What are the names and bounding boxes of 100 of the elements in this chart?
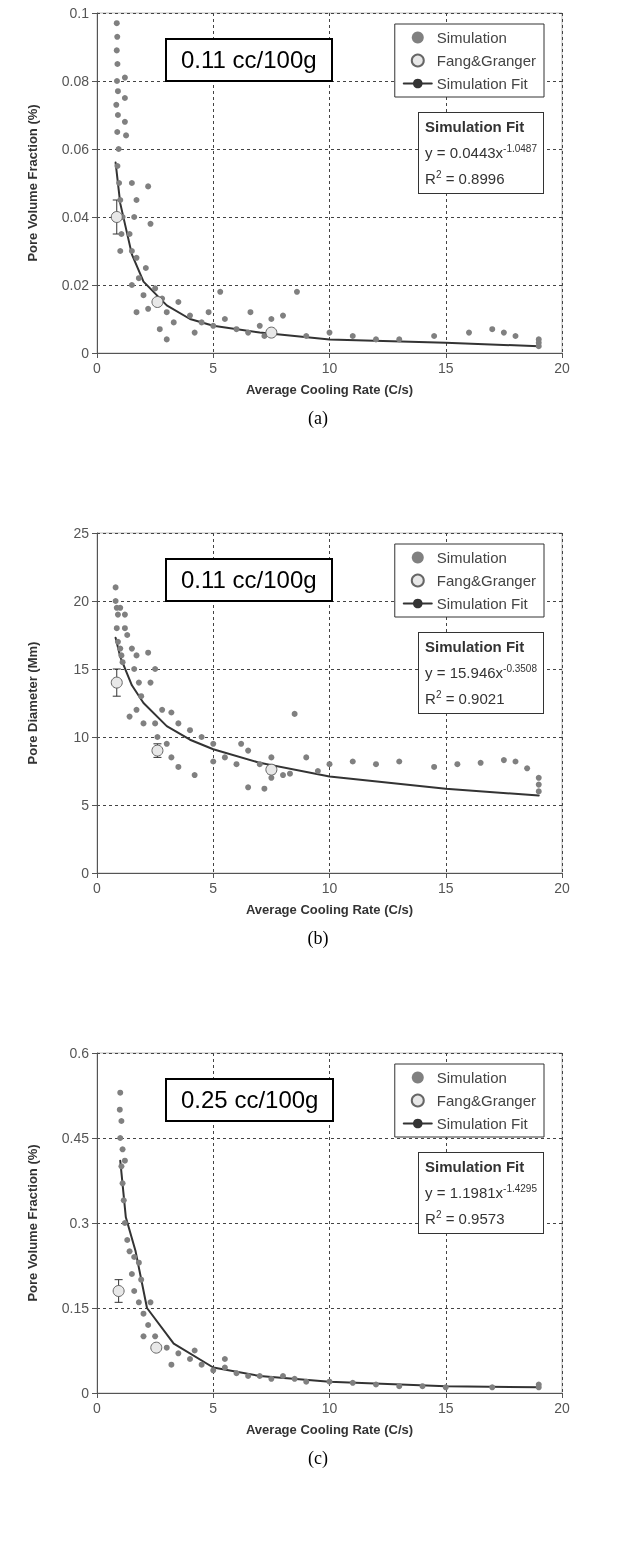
point (163, 1344, 170, 1351)
legend-label: Fang&Granger (436, 572, 537, 589)
point (303, 1378, 310, 1385)
x-tick-label: 5 (209, 880, 218, 896)
point (221, 1356, 228, 1362)
line-series (114, 636, 540, 797)
point (120, 1197, 127, 1204)
y-tick-label: 5 (81, 797, 90, 813)
y-tick-label: 25 (73, 525, 90, 541)
point (349, 1379, 356, 1386)
y-tick-label: 0 (81, 1385, 90, 1401)
x-tick-label: 20 (554, 1400, 570, 1416)
point (187, 1356, 193, 1362)
x-tick-label: 15 (437, 1400, 454, 1416)
y-axis-title: Pore Diameter (Mm) (25, 641, 40, 765)
point (112, 1285, 125, 1297)
annotation: Simulation Fit (425, 1157, 526, 1177)
point (151, 296, 164, 308)
x-tick-label: 20 (554, 880, 570, 896)
point (121, 1220, 128, 1226)
point (198, 1361, 205, 1368)
point (110, 676, 123, 689)
text: (a) (307, 408, 329, 429)
y-tick-label: 0.3 (69, 1215, 90, 1231)
y-axis-title: Pore Volume Fraction (%) (25, 1144, 40, 1302)
point (168, 1361, 175, 1368)
y-tick-label: 0.04 (61, 209, 90, 225)
point (118, 1163, 125, 1170)
point (119, 1146, 126, 1153)
x-axis-title: Average Cooling Rate (C/s) (245, 382, 414, 397)
x-tick-label: 10 (321, 880, 338, 896)
annotation: R$^{2}$ = 0.8996 (425, 168, 506, 189)
annotation: y = 15.946x$^{-0.3508}$ (425, 662, 537, 683)
point (150, 1341, 163, 1354)
annotation: R$^{2}$ = 0.9021 (425, 688, 506, 709)
annotation: 0.11 cc/100g (165, 38, 333, 82)
annotation: y = 0.0443x$^{-1.0487}$ (425, 142, 537, 163)
point (135, 1259, 142, 1266)
y-tick-label: 0.06 (61, 141, 90, 157)
point (116, 1106, 123, 1113)
point (131, 1254, 138, 1260)
x-tick-label: 5 (209, 360, 218, 376)
point (124, 1237, 131, 1243)
annotation: Simulation Fit (425, 637, 526, 657)
point (110, 211, 123, 223)
point (245, 1373, 252, 1379)
x-axis-title: Average Cooling Rate (C/s) (245, 1422, 414, 1437)
point (265, 326, 278, 339)
annotation: R$^{2}$ = 0.9573 (425, 1208, 506, 1229)
y-tick-label: 0.02 (61, 277, 90, 293)
point (118, 1118, 125, 1124)
point (117, 1135, 124, 1141)
point (489, 1384, 496, 1391)
y-tick-label: 0.1 (69, 5, 90, 21)
y-tick-label: 0.45 (61, 1130, 90, 1146)
x-tick-label: 10 (321, 360, 338, 376)
legend-label: Simulation Fit (436, 595, 529, 612)
legend-label: Fang&Granger (436, 1092, 537, 1109)
point (128, 1271, 135, 1277)
y-tick-label: 0.6 (69, 1045, 90, 1061)
x-tick-label: 0 (93, 360, 102, 376)
legend-label: Simulation (436, 549, 507, 566)
y-tick-label: 10 (73, 729, 90, 745)
point (126, 1248, 133, 1255)
point (152, 1333, 159, 1340)
y-tick-label: 15 (73, 661, 90, 677)
point (175, 1350, 182, 1357)
x-axis-title: Average Cooling Rate (C/s) (245, 902, 414, 917)
text: (b) (306, 928, 330, 949)
point (145, 1322, 152, 1328)
point (419, 1383, 426, 1390)
point (442, 1384, 449, 1391)
point (117, 1089, 124, 1096)
legend-label: Simulation (436, 1069, 507, 1086)
x-tick-label: 10 (321, 1400, 338, 1416)
point (131, 1288, 138, 1294)
y-tick-label: 0.08 (61, 73, 90, 89)
legend-label: Simulation Fit (436, 1115, 529, 1132)
point (119, 1180, 126, 1187)
point (138, 1276, 145, 1283)
y-tick-label: 0 (81, 345, 90, 361)
x-tick-label: 15 (437, 360, 454, 376)
x-tick-label: 0 (93, 880, 102, 896)
point (291, 1375, 298, 1382)
y-tick-label: 20 (73, 593, 90, 609)
point (268, 1375, 275, 1382)
annotation: 0.25 cc/100g (165, 1078, 335, 1122)
annotation: 0.11 cc/100g (165, 558, 333, 602)
x-tick-label: 5 (209, 1400, 218, 1416)
x-tick-label: 20 (554, 360, 570, 376)
x-tick-label: 0 (93, 1400, 102, 1416)
point (121, 1157, 128, 1164)
text: (c) (307, 1448, 329, 1469)
point (210, 1367, 217, 1374)
y-tick-label: 0 (81, 865, 90, 881)
annotation: Simulation Fit (425, 117, 526, 137)
point (233, 1370, 240, 1377)
legend-label: Fang&Granger (436, 52, 537, 69)
point (256, 1373, 263, 1379)
point (396, 1383, 403, 1390)
